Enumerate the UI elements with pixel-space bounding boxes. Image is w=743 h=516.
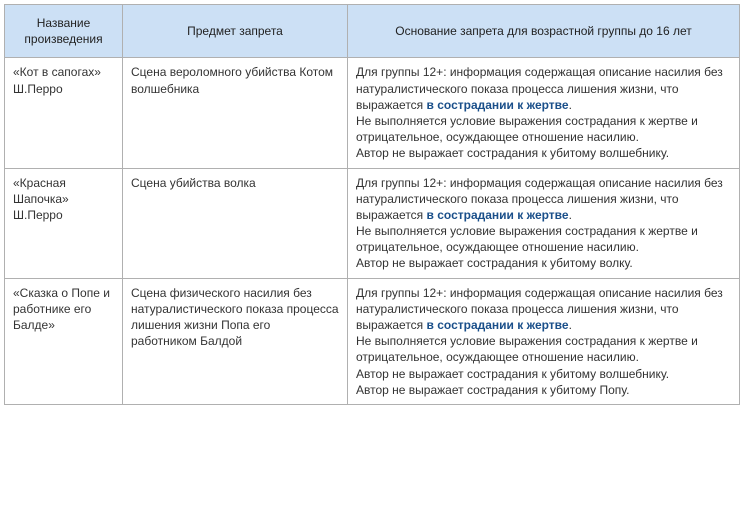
table-row: «Сказка о Попе и работнике его Балде»Сце…: [5, 278, 740, 404]
emphasis-text: в сострадании к жертве: [427, 318, 569, 332]
cell-subject: Сцена убийства волка: [123, 168, 348, 278]
basis-text: Автор не выражает сострадания к убитому …: [356, 383, 629, 397]
cell-basis: Для группы 12+: информация содержащая оп…: [348, 278, 740, 404]
col-header-basis: Основание запрета для возрастной группы …: [348, 5, 740, 58]
basis-text: Не выполняется условие выражения сострад…: [356, 114, 698, 144]
table-row: «Красная Шапочка» Ш.ПерроСцена убийства …: [5, 168, 740, 278]
cell-basis: Для группы 12+: информация содержащая оп…: [348, 58, 740, 168]
basis-text: Не выполняется условие выражения сострад…: [356, 224, 698, 254]
basis-text: Автор не выражает сострадания к убитому …: [356, 256, 633, 270]
cell-work: «Сказка о Попе и работнике его Балде»: [5, 278, 123, 404]
basis-text: Автор не выражает сострадания к убитому …: [356, 146, 669, 160]
table-body: «Кот в сапогах» Ш.ПерроСцена вероломного…: [5, 58, 740, 405]
basis-text: Автор не выражает сострадания к убитому …: [356, 367, 669, 381]
col-header-work: Название произведения: [5, 5, 123, 58]
table-header-row: Название произведения Предмет запрета Ос…: [5, 5, 740, 58]
cell-work: «Красная Шапочка» Ш.Перро: [5, 168, 123, 278]
basis-text: .: [569, 98, 572, 112]
table-row: «Кот в сапогах» Ш.ПерроСцена вероломного…: [5, 58, 740, 168]
basis-text: .: [569, 318, 572, 332]
prohibition-table: Название произведения Предмет запрета Ос…: [4, 4, 740, 405]
basis-text: Не выполняется условие выражения сострад…: [356, 334, 698, 364]
emphasis-text: в сострадании к жертве: [427, 208, 569, 222]
emphasis-text: в сострадании к жертве: [427, 98, 569, 112]
cell-subject: Сцена физического насилия без натуралист…: [123, 278, 348, 404]
basis-text: .: [569, 208, 572, 222]
cell-work: «Кот в сапогах» Ш.Перро: [5, 58, 123, 168]
cell-basis: Для группы 12+: информация содержащая оп…: [348, 168, 740, 278]
cell-subject: Сцена вероломного убийства Котом волшебн…: [123, 58, 348, 168]
col-header-subject: Предмет запрета: [123, 5, 348, 58]
